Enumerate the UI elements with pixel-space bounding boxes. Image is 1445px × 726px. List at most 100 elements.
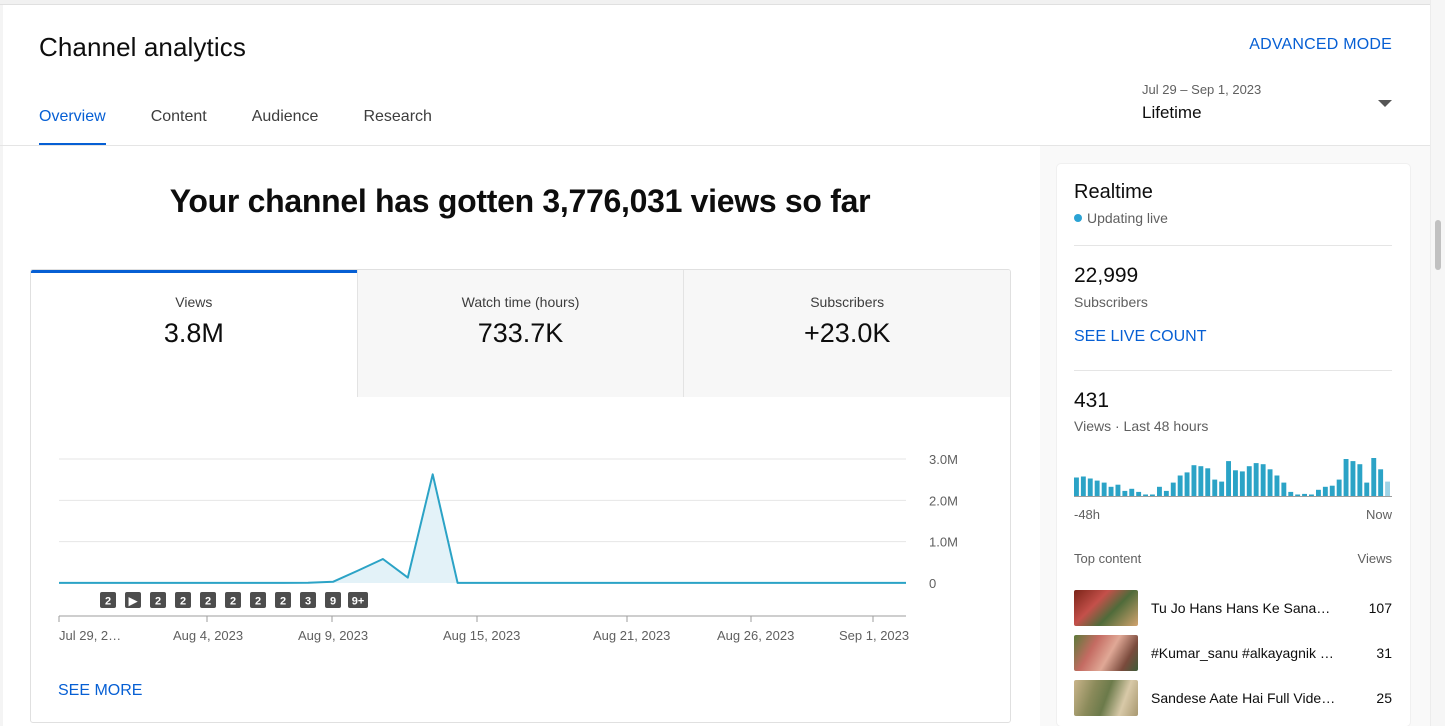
realtime-bar xyxy=(1087,478,1093,496)
views-headline: Your channel has gotten 3,776,031 views … xyxy=(169,183,871,219)
x-tick-label: Jul 29, 2… xyxy=(59,628,121,643)
metric-tab-views[interactable]: Views 3.8M xyxy=(31,270,357,397)
metric-tabs: Views 3.8M Watch time (hours) 733.7K Sub… xyxy=(31,270,1010,397)
realtime-bar xyxy=(1274,475,1280,496)
live-dot-icon xyxy=(1074,214,1082,222)
spark-start-label: -48h xyxy=(1074,507,1101,522)
realtime-bar xyxy=(1184,472,1190,496)
realtime-bar xyxy=(1316,489,1321,496)
event-marker-count: 2 xyxy=(280,596,286,608)
tab-overview[interactable]: Overview xyxy=(39,108,106,146)
page-scrollbar[interactable] xyxy=(1430,0,1445,726)
live-status-text: Updating live xyxy=(1087,210,1168,226)
realtime-bar xyxy=(1322,486,1328,496)
realtime-bar xyxy=(1329,485,1335,496)
realtime-bar xyxy=(1336,479,1342,496)
realtime-bar xyxy=(1371,458,1377,496)
event-marker-badge xyxy=(150,592,166,608)
top-bar xyxy=(0,0,1445,5)
tab-content[interactable]: Content xyxy=(150,108,207,125)
realtime-bar xyxy=(1295,494,1301,496)
realtime-bar xyxy=(1122,490,1128,496)
realtime-bar xyxy=(1163,490,1169,496)
realtime-bar xyxy=(1288,491,1294,496)
event-marker-badge xyxy=(200,592,216,608)
realtime-bar xyxy=(1157,486,1162,496)
realtime-bar xyxy=(1170,482,1176,496)
see-more-button[interactable]: SEE MORE xyxy=(58,682,143,699)
realtime-bar xyxy=(1309,494,1314,496)
realtime-views-count: 431 xyxy=(1074,389,1110,412)
scrollbar-thumb[interactable] xyxy=(1435,220,1441,270)
metric-value: 733.7K xyxy=(477,318,564,348)
x-tick-label: Sep 1, 2023 xyxy=(839,628,909,643)
top-content-item[interactable]: Tu Jo Hans Hans Ke Sana… 107 xyxy=(1074,589,1392,627)
event-marker-badge xyxy=(100,592,116,608)
live-status: Updating live xyxy=(1074,210,1168,226)
y-tick-label: 1.0M xyxy=(929,535,958,550)
video-views: 107 xyxy=(1368,600,1392,616)
realtime-bar xyxy=(1108,486,1114,496)
date-range-picker[interactable]: Jul 29 – Sep 1, 2023 Lifetime xyxy=(1142,82,1392,130)
realtime-bar xyxy=(1343,459,1349,496)
metric-label: Watch time (hours) xyxy=(461,294,580,310)
metric-tab-watch-time[interactable]: Watch time (hours) 733.7K xyxy=(356,270,684,397)
overview-chart-card: Views 3.8M Watch time (hours) 733.7K Sub… xyxy=(30,269,1011,723)
metric-value: 3.8M xyxy=(163,318,224,348)
advanced-mode-button[interactable]: ADVANCED MODE xyxy=(1249,36,1392,53)
realtime-bar xyxy=(1357,464,1363,496)
analytics-tabs: Overview Content Audience Research xyxy=(39,108,477,146)
realtime-bar xyxy=(1101,482,1107,496)
top-content-item[interactable]: Sandese Aate Hai Full Video … 25 xyxy=(1074,679,1392,717)
x-tick-label: Aug 26, 2023 xyxy=(717,628,794,643)
tab-research[interactable]: Research xyxy=(363,108,432,125)
views-series-line xyxy=(59,473,906,584)
realtime-bar xyxy=(1177,475,1183,496)
realtime-bar xyxy=(1226,461,1231,496)
video-title: Sandese Aate Hai Full Video … xyxy=(1151,690,1341,706)
video-thumbnail xyxy=(1074,680,1138,716)
spark-end-label: Now xyxy=(1365,507,1392,522)
divider xyxy=(1074,245,1392,246)
y-tick-label: 2.0M xyxy=(929,493,958,508)
event-marker-count: 2 xyxy=(155,596,161,608)
realtime-bar xyxy=(1136,491,1142,496)
realtime-bar xyxy=(1212,479,1218,496)
metric-value: +23.0K xyxy=(804,318,891,348)
realtime-bar xyxy=(1074,477,1079,496)
realtime-title: Realtime xyxy=(1074,181,1153,203)
event-marker-badge xyxy=(175,592,191,608)
date-period-text: Lifetime xyxy=(1142,103,1202,122)
event-marker-badge xyxy=(225,592,241,608)
x-tick-label: Aug 9, 2023 xyxy=(298,628,368,643)
realtime-bar xyxy=(1094,480,1100,496)
x-tick-label: Aug 4, 2023 xyxy=(173,628,243,643)
metric-label: Subscribers xyxy=(810,294,885,310)
event-marker-count: 2 xyxy=(230,596,236,608)
date-range-text: Jul 29 – Sep 1, 2023 xyxy=(1142,82,1262,97)
subscriber-count: 22,999 xyxy=(1074,264,1139,287)
realtime-bar xyxy=(1198,466,1204,496)
views-line-chart[interactable]: 3.0M 2.0M 1.0M 0 2 ▶ 2 2 2 2 2 2 3 9 9+ Jul 29, 2… Aug 4… xyxy=(31,397,1010,677)
event-marker-count: 2 xyxy=(255,596,261,608)
top-content-heading: Top content xyxy=(1074,551,1142,566)
views-column-heading: Views xyxy=(1357,551,1392,566)
realtime-bar xyxy=(1267,469,1273,496)
event-marker-badge xyxy=(300,592,316,608)
video-thumbnail xyxy=(1074,635,1138,671)
realtime-views-bar-chart[interactable] xyxy=(1074,454,1392,498)
realtime-bar xyxy=(1115,484,1121,496)
see-live-count-button[interactable]: SEE LIVE COUNT xyxy=(1074,328,1207,345)
event-marker-count: 9 xyxy=(330,596,336,608)
views-area-fill xyxy=(59,474,906,583)
video-marker-play-icon: ▶ xyxy=(128,596,138,608)
realtime-bar xyxy=(1260,464,1266,496)
page-title: Channel analytics xyxy=(39,32,246,62)
top-content-item[interactable]: #Kumar_sanu #alkayagnik #… 31 xyxy=(1074,634,1392,672)
realtime-views-label: Views · Last 48 hours xyxy=(1074,418,1209,434)
event-marker-badge xyxy=(125,592,141,608)
video-views: 31 xyxy=(1376,645,1392,661)
realtime-bar xyxy=(1350,461,1356,496)
metric-tab-subscribers[interactable]: Subscribers +23.0K xyxy=(683,270,1010,397)
tab-audience[interactable]: Audience xyxy=(251,108,319,125)
